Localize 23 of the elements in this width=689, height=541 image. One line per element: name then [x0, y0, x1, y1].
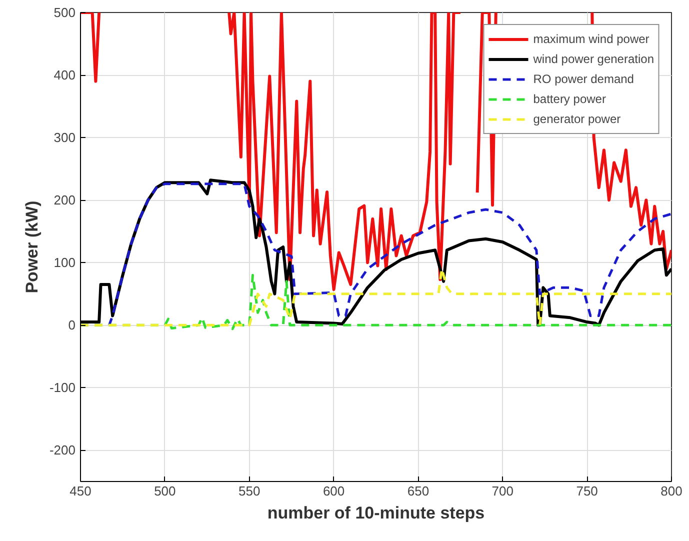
y-tick-label: 500 — [54, 5, 76, 20]
legend-label: RO power demand — [533, 72, 634, 86]
y-tick-label: 0 — [68, 318, 76, 333]
y-tick-label: 300 — [54, 130, 76, 146]
y-tick-label: 100 — [54, 255, 76, 270]
x-tick-label: 500 — [154, 484, 176, 498]
x-axis-title: number of 10-minute steps — [267, 504, 485, 522]
x-tick-label: 700 — [492, 484, 514, 498]
y-axis-title: Power (kW) — [22, 200, 42, 294]
x-tick-label: 650 — [407, 484, 430, 498]
y-tick-label: -200 — [49, 442, 76, 458]
x-tick-label: 750 — [576, 484, 598, 498]
x-tick-label: 450 — [70, 484, 92, 498]
x-tick-label: 800 — [660, 484, 682, 498]
y-tick-label: 200 — [54, 192, 76, 208]
x-tick-label: 600 — [322, 484, 345, 498]
y-tick-label: -100 — [49, 380, 76, 396]
legend-label: maximum wind power — [533, 32, 650, 46]
legend-label: wind power generation — [533, 52, 654, 66]
x-tick-label: 550 — [238, 484, 260, 498]
legend-label: generator power — [533, 112, 621, 126]
y-tick-label: 400 — [54, 68, 76, 83]
legend-label: battery power — [533, 92, 606, 106]
